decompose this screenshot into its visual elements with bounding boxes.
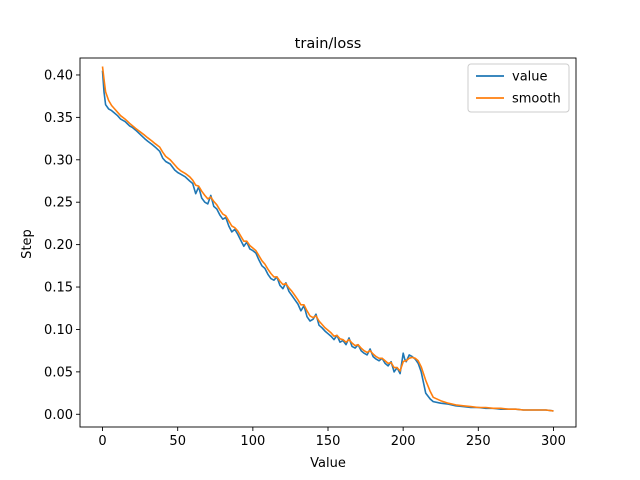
x-tick-label: 50 (169, 434, 186, 449)
series-line-value (101, 70, 554, 412)
x-tick-label: 100 (240, 434, 265, 449)
y-tick-label: 0.10 (44, 323, 73, 338)
y-tick-label: 0.35 (44, 111, 73, 126)
legend: value smooth (467, 63, 570, 113)
plot-area (101, 66, 554, 412)
y-tick-label: 0.15 (44, 281, 73, 296)
y-tick-label: 0.05 (44, 365, 73, 380)
legend-label-smooth: smooth (512, 92, 561, 107)
y-tick-label: 0.40 (44, 68, 73, 83)
axes: 0 50 100 150 200 250 300 0.00 0.05 0.10 0.15 0.20 0.… (44, 57, 577, 449)
x-tick-label: 300 (541, 434, 566, 449)
series-line-smooth (101, 66, 554, 412)
x-tick-label: 0 (98, 434, 106, 449)
y-tick-label: 0.00 (44, 408, 73, 423)
x-tick-label: 150 (316, 434, 341, 449)
y-axis-label: Step (20, 229, 35, 259)
y-tick-label: 0.30 (44, 153, 73, 168)
x-axis-label: Value (310, 456, 346, 471)
y-tick-label: 0.25 (44, 196, 73, 211)
x-tick-label: 200 (391, 434, 416, 449)
chart-title: train/loss (295, 36, 362, 52)
y-tick-label: 0.20 (44, 238, 73, 253)
legend-label-value: value (512, 70, 548, 85)
x-tick-label: 250 (466, 434, 491, 449)
